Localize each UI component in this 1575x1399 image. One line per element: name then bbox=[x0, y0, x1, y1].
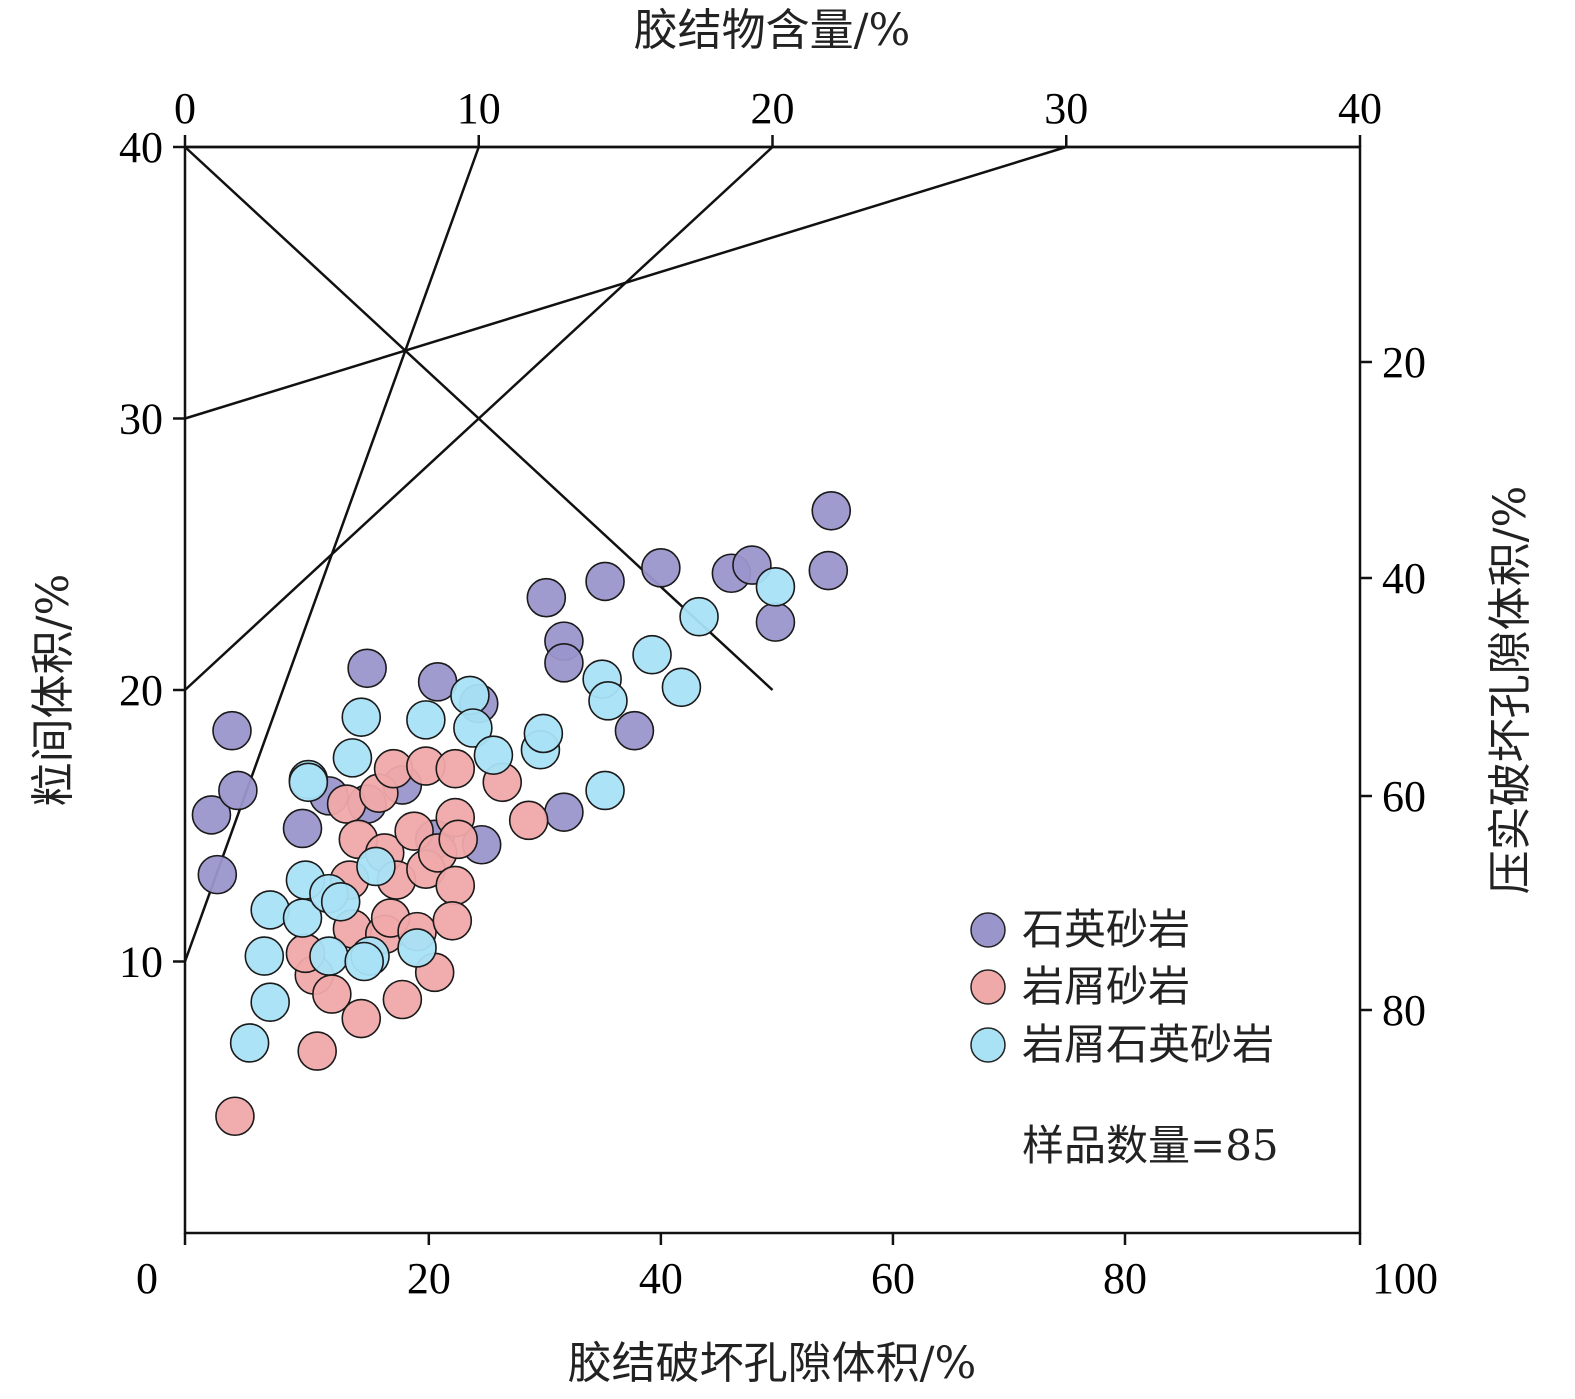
left-tick-label-30: 30 bbox=[119, 395, 163, 444]
bottom-tick-label-0: 0 bbox=[136, 1254, 158, 1303]
legend-marker-lithic-sandstone bbox=[970, 969, 1006, 1005]
point-series1-25 bbox=[438, 819, 478, 860]
bottom-axis-title: 胶结破坏孔隙体积/% bbox=[568, 1338, 977, 1389]
point-series0-16 bbox=[544, 792, 584, 832]
legend-marker-quartz-sandstone bbox=[970, 912, 1006, 948]
right-tick-label-60: 60 bbox=[1382, 772, 1426, 821]
right-axis-title: 压实破坏孔隙体积/% bbox=[1485, 486, 1536, 895]
point-series0-23 bbox=[808, 550, 849, 591]
point-series1-27 bbox=[432, 900, 473, 941]
point-series2-9 bbox=[320, 881, 361, 922]
bottom-tick-label-100: 100 bbox=[1372, 1254, 1438, 1303]
reference-lines bbox=[183, 145, 1360, 962]
point-series2-21 bbox=[523, 713, 564, 754]
point-series2-29 bbox=[288, 762, 329, 803]
point-series0-17 bbox=[585, 561, 625, 602]
cement-isoline-30 bbox=[183, 146, 480, 962]
point-series2-27 bbox=[679, 596, 719, 637]
bottom-tick-label-40: 40 bbox=[639, 1254, 683, 1303]
legend-marker-lithic-quartz-sandstone bbox=[970, 1027, 1006, 1063]
right-tick-label-20: 20 bbox=[1382, 338, 1426, 387]
sample-count-label: 样品数量=85 bbox=[1022, 1121, 1279, 1170]
point-series2-11 bbox=[341, 697, 382, 737]
legend-label-lithic-quartz-sandstone: 岩屑石英砂岩 bbox=[1022, 1020, 1274, 1069]
point-series2-23 bbox=[585, 770, 625, 811]
top-tick-label-10: 10 bbox=[457, 84, 501, 133]
point-series0-13 bbox=[526, 577, 567, 618]
legend-label-lithic-sandstone: 岩屑砂岩 bbox=[1022, 962, 1190, 1011]
point-series1-0 bbox=[215, 1096, 255, 1137]
point-series2-10 bbox=[332, 738, 373, 778]
point-series1-26 bbox=[435, 865, 476, 906]
point-series0-0 bbox=[191, 795, 232, 835]
bottom-tick-label-60: 60 bbox=[871, 1254, 915, 1303]
point-series0-15 bbox=[544, 643, 584, 683]
point-series2-1 bbox=[244, 936, 285, 976]
point-series2-28 bbox=[755, 567, 796, 607]
legend: 石英砂岩 岩屑砂岩 岩屑石英砂岩 bbox=[970, 905, 1274, 1069]
axis-ticks: 0 20 40 60 80 100 0 10 20 30 40 10 20 30 40 20 40 60 80 bbox=[119, 84, 1438, 1303]
top-axis-title: 胶结物含量/% bbox=[634, 5, 911, 56]
point-series1-9 bbox=[341, 998, 382, 1039]
point-series0-4 bbox=[282, 808, 323, 849]
point-series1-23 bbox=[435, 748, 476, 789]
legend-label-quartz-sandstone: 石英砂岩 bbox=[1022, 905, 1190, 954]
data-points bbox=[191, 491, 852, 1137]
point-series2-24 bbox=[588, 681, 628, 721]
point-series0-22 bbox=[755, 602, 796, 642]
equal-destruction-line bbox=[184, 146, 774, 691]
point-series2-0 bbox=[229, 1023, 270, 1063]
point-series0-3 bbox=[218, 770, 258, 811]
point-series1-16 bbox=[382, 979, 423, 1020]
left-tick-label-20: 20 bbox=[119, 666, 163, 715]
point-series0-2 bbox=[212, 710, 252, 751]
point-series0-19 bbox=[641, 548, 681, 588]
top-tick-label-20: 20 bbox=[751, 84, 795, 133]
left-axis-title: 粒间体积/% bbox=[28, 574, 79, 807]
point-series2-13 bbox=[356, 846, 396, 887]
point-series1-29 bbox=[508, 800, 549, 841]
point-series0-1 bbox=[197, 854, 238, 895]
point-series2-18 bbox=[453, 708, 493, 748]
point-series2-19 bbox=[473, 735, 514, 775]
point-series1-1 bbox=[297, 1031, 337, 1071]
point-series0-18 bbox=[614, 710, 655, 751]
point-series0-24 bbox=[811, 491, 852, 531]
bottom-tick-label-20: 20 bbox=[407, 1254, 451, 1303]
left-tick-label-40: 40 bbox=[119, 123, 163, 172]
right-tick-label-80: 80 bbox=[1382, 986, 1426, 1035]
left-tick-label-10: 10 bbox=[119, 938, 163, 987]
point-series2-2 bbox=[250, 982, 290, 1023]
top-tick-label-40: 40 bbox=[1338, 84, 1382, 133]
top-tick-label-30: 30 bbox=[1044, 84, 1088, 133]
point-series0-6 bbox=[347, 648, 387, 689]
point-series2-25 bbox=[632, 634, 672, 675]
point-series2-14 bbox=[344, 941, 384, 982]
point-series2-16 bbox=[406, 700, 446, 740]
bottom-tick-label-80: 80 bbox=[1103, 1254, 1147, 1303]
top-tick-label-0: 0 bbox=[174, 84, 196, 133]
right-tick-label-40: 40 bbox=[1382, 554, 1426, 603]
point-series2-8 bbox=[309, 936, 349, 976]
point-series2-15 bbox=[397, 928, 437, 968]
point-series2-26 bbox=[661, 667, 702, 708]
